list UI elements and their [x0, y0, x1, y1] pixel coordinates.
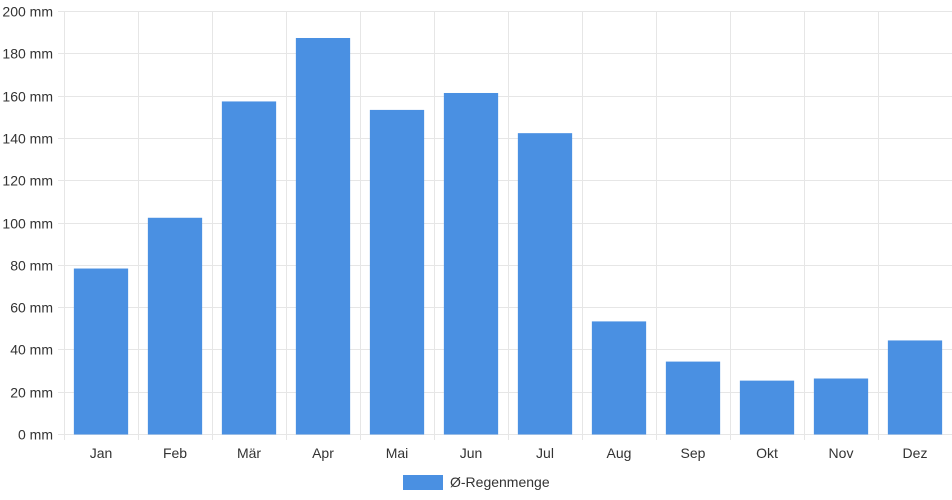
bar-okt[interactable]	[739, 380, 795, 435]
legend-swatch[interactable]	[403, 475, 443, 490]
bar-nov[interactable]	[813, 378, 869, 435]
y-tick-label: 200 mm	[2, 4, 53, 20]
y-axis: 0 mm 20 mm 40 mm 60 mm 80 mm 100 mm 120 mm 140 …	[2, 4, 53, 443]
x-tick-label: Nov	[829, 445, 854, 461]
x-tick-label: Feb	[163, 445, 187, 461]
x-tick-label: Sep	[681, 445, 706, 461]
x-tick-label: Jan	[90, 445, 113, 461]
x-tick-label: Aug	[607, 445, 632, 461]
y-tick-label: 140 mm	[2, 131, 53, 147]
x-tick-label: Jun	[460, 445, 483, 461]
y-tick-label: 120 mm	[2, 173, 53, 189]
bar-jan[interactable]	[73, 268, 129, 435]
x-tick-label: Mai	[386, 445, 409, 461]
x-tick-label: Dez	[903, 445, 928, 461]
y-tick-label: 60 mm	[10, 300, 53, 316]
bar-aug[interactable]	[591, 321, 647, 435]
bar-jun[interactable]	[443, 92, 499, 435]
bar-mai[interactable]	[369, 109, 425, 435]
bar-dez[interactable]	[887, 340, 943, 435]
bars	[73, 37, 943, 435]
x-tick-label: Okt	[756, 445, 778, 461]
y-tick-label: 40 mm	[10, 342, 53, 358]
y-tick-label: 180 mm	[2, 46, 53, 62]
bar-jul[interactable]	[517, 133, 573, 435]
bar-sep[interactable]	[665, 361, 721, 435]
bar-feb[interactable]	[147, 217, 203, 435]
x-tick-label: Mär	[237, 445, 261, 461]
y-tick-label: 20 mm	[10, 385, 53, 401]
y-tick-label: 100 mm	[2, 216, 53, 232]
legend-label[interactable]: Ø-Regenmenge	[450, 474, 550, 490]
y-tick-label: 0 mm	[18, 427, 53, 443]
legend[interactable]: Ø-Regenmenge	[403, 474, 550, 490]
x-axis: Jan Feb Mär Apr Mai Jun Jul Aug Sep Okt Nov Dez	[90, 445, 928, 461]
bar-mär[interactable]	[221, 101, 277, 435]
grid-lines	[58, 11, 952, 440]
x-tick-label: Jul	[536, 445, 554, 461]
y-tick-label: 160 mm	[2, 89, 53, 105]
y-tick-label: 80 mm	[10, 258, 53, 274]
bar-apr[interactable]	[295, 37, 351, 435]
x-tick-label: Apr	[312, 445, 334, 461]
